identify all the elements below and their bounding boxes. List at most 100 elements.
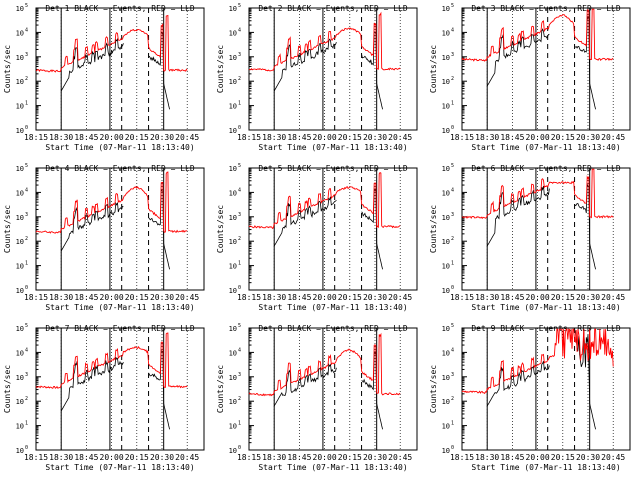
y-tick-exponent: 2 — [25, 396, 28, 402]
y-tick-exponent: 4 — [25, 347, 28, 353]
y-tick-label: 10 — [442, 263, 450, 271]
x-tick-label: 18:15 — [24, 293, 48, 302]
panel-title: Det 8 BLACK = Events, RED = LLD — [258, 324, 407, 333]
x-tick-label: 18:45 — [500, 293, 524, 302]
y-tick-label: 10 — [16, 398, 24, 406]
x-tick-label: 18:30 — [475, 293, 499, 302]
x-tick-label: 20:45 — [175, 293, 199, 302]
x-tick-label: 18:30 — [262, 453, 286, 462]
panel-title: Det 1 BLACK = Events, RED = LLD — [45, 4, 194, 13]
series-events-black — [273, 31, 383, 110]
x-tick-label: 20:00 — [526, 293, 550, 302]
y-tick-label: 10 — [16, 5, 24, 13]
series-events-black — [60, 30, 170, 110]
y-tick-exponent: 2 — [451, 76, 454, 82]
y-tick-label: 10 — [442, 5, 450, 13]
y-tick-exponent: 0 — [451, 285, 454, 291]
x-axis-label: Start Time (07-Mar-11 18:13:40) — [45, 143, 194, 152]
x-tick-label: 18:30 — [49, 293, 73, 302]
series-events-black — [486, 329, 596, 430]
y-tick-label: 10 — [442, 325, 450, 333]
x-tick-label: 20:30 — [363, 293, 387, 302]
y-tick-exponent: 2 — [25, 236, 28, 242]
y-tick-label: 10 — [229, 398, 237, 406]
y-tick-label: 10 — [229, 287, 237, 295]
y-tick-exponent: 3 — [25, 372, 28, 378]
y-tick-exponent: 0 — [25, 285, 28, 291]
panel-title: Det 6 BLACK = Events, RED = LLD — [471, 164, 620, 173]
series-lld-red — [248, 172, 401, 230]
y-tick-exponent: 1 — [451, 261, 454, 267]
y-tick-label: 10 — [16, 103, 24, 111]
y-tick-label: 10 — [442, 349, 450, 357]
series-events-black — [60, 188, 170, 270]
series-events-black — [273, 350, 383, 430]
y-tick-label: 10 — [229, 374, 237, 382]
y-tick-exponent: 5 — [238, 323, 241, 329]
x-tick-label: 20:00 — [100, 133, 124, 142]
y-tick-label: 10 — [442, 447, 450, 455]
x-tick-label: 20:15 — [125, 133, 149, 142]
x-tick-label: 20:45 — [388, 453, 412, 462]
x-tick-label: 18:30 — [49, 453, 73, 462]
x-tick-label: 18:15 — [450, 293, 474, 302]
y-tick-exponent: 0 — [25, 445, 28, 451]
x-tick-label: 20:30 — [363, 453, 387, 462]
y-axis-label: Counts/sec — [216, 205, 225, 253]
series-lld-red — [461, 168, 614, 220]
x-tick-label: 18:45 — [500, 453, 524, 462]
y-tick-exponent: 5 — [25, 323, 28, 329]
y-tick-exponent: 5 — [238, 3, 241, 9]
y-tick-label: 10 — [16, 238, 24, 246]
x-tick-label: 20:45 — [601, 453, 625, 462]
x-tick-label: 20:30 — [363, 133, 387, 142]
y-tick-exponent: 1 — [238, 101, 241, 107]
y-tick-exponent: 0 — [451, 445, 454, 451]
y-tick-label: 10 — [16, 214, 24, 222]
x-tick-label: 18:15 — [237, 293, 261, 302]
y-tick-exponent: 1 — [451, 101, 454, 107]
x-tick-label: 20:30 — [576, 453, 600, 462]
x-tick-label: 18:15 — [450, 453, 474, 462]
y-tick-exponent: 0 — [451, 125, 454, 131]
y-tick-exponent: 5 — [238, 163, 241, 169]
y-axis-label: Counts/sec — [429, 205, 438, 253]
x-tick-label: 18:45 — [287, 133, 311, 142]
y-tick-label: 10 — [229, 349, 237, 357]
x-tick-label: 18:30 — [262, 133, 286, 142]
x-axis-label: Start Time (07-Mar-11 18:13:40) — [258, 143, 407, 152]
y-tick-label: 10 — [16, 263, 24, 271]
panel-title: Det 2 BLACK = Events, RED = LLD — [258, 4, 407, 13]
y-tick-exponent: 0 — [238, 445, 241, 451]
x-axis-label: Start Time (07-Mar-11 18:13:40) — [471, 303, 620, 312]
y-tick-exponent: 3 — [25, 52, 28, 58]
y-tick-exponent: 3 — [451, 372, 454, 378]
y-tick-label: 10 — [16, 325, 24, 333]
y-tick-exponent: 1 — [25, 261, 28, 267]
y-tick-exponent: 5 — [451, 163, 454, 169]
y-tick-exponent: 5 — [451, 3, 454, 9]
y-tick-label: 10 — [229, 189, 237, 197]
x-tick-label: 18:15 — [24, 133, 48, 142]
x-tick-label: 20:00 — [313, 133, 337, 142]
x-tick-label: 18:45 — [74, 293, 98, 302]
y-tick-exponent: 4 — [25, 27, 28, 33]
x-tick-label: 20:00 — [526, 133, 550, 142]
y-tick-label: 10 — [442, 54, 450, 62]
y-tick-exponent: 4 — [25, 187, 28, 193]
y-tick-label: 10 — [229, 103, 237, 111]
panel-title: Det 3 BLACK = Events, RED = LLD — [471, 4, 620, 13]
x-tick-label: 20:30 — [150, 133, 174, 142]
x-axis-label: Start Time (07-Mar-11 18:13:40) — [45, 303, 194, 312]
y-tick-exponent: 4 — [451, 347, 454, 353]
series-events-black — [486, 184, 596, 270]
x-tick-label: 20:15 — [338, 293, 362, 302]
y-tick-exponent: 0 — [25, 125, 28, 131]
y-tick-label: 10 — [229, 5, 237, 13]
panel-title: Det 7 BLACK = Events, RED = LLD — [45, 324, 194, 333]
